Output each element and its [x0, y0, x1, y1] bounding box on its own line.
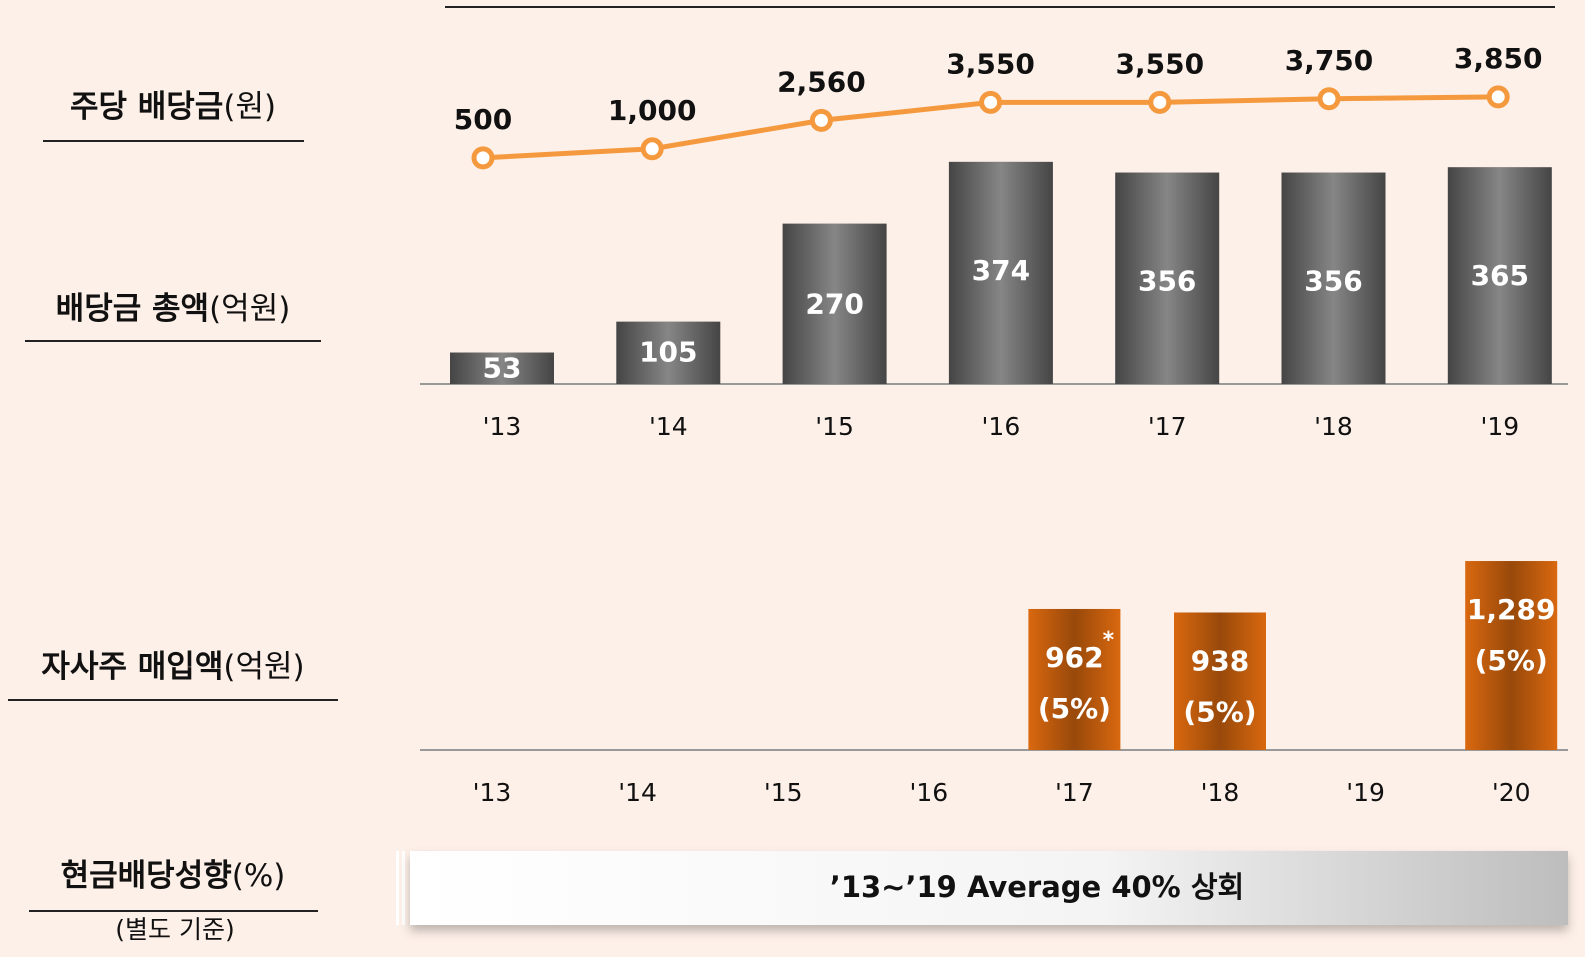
x-tick-label: '19: [1480, 412, 1519, 441]
value-label: 356: [1304, 265, 1362, 298]
value-label: 938: [1191, 644, 1249, 677]
point: [1317, 87, 1341, 111]
x-tick-label: '18: [1201, 778, 1240, 807]
value-label: 1,289: [1467, 593, 1556, 626]
marker: *: [1103, 628, 1115, 653]
x-tick-label: '19: [1346, 778, 1385, 807]
bar-shade: [1174, 612, 1266, 750]
value-label: 374: [972, 254, 1030, 287]
label: 자사주 매입액: [41, 649, 223, 685]
percent-label: (5%): [1475, 644, 1548, 677]
value-label: 962: [1045, 641, 1103, 674]
value-label: 356: [1138, 265, 1196, 298]
x-tick-label: '14: [618, 778, 657, 807]
value-label: 3,750: [1285, 44, 1374, 77]
banner: ’13~’19 Average 40% 상회: [396, 851, 1568, 925]
label: 현금배당성향: [61, 858, 232, 894]
value-label: 105: [639, 336, 697, 369]
bar-shade: [1115, 172, 1220, 384]
percent-label: (5%): [1038, 692, 1111, 725]
bar-shade: [616, 321, 721, 384]
x-tick-label: '15: [764, 778, 803, 807]
label: 배당금 총액: [56, 291, 209, 327]
x-tick-label: '13: [483, 412, 522, 441]
x-tick-label: '20: [1492, 778, 1531, 807]
stripe: [396, 851, 399, 925]
x-tick-label: '17: [1055, 778, 1094, 807]
value-label: 1,000: [608, 94, 697, 127]
value-label: 3,550: [946, 47, 1035, 80]
stripe: [402, 851, 405, 925]
banner-box: [410, 851, 1568, 925]
point: [979, 90, 1003, 114]
unit: (억원): [209, 291, 290, 327]
value-label: 3,850: [1454, 42, 1543, 75]
percent-label: (5%): [1183, 695, 1256, 728]
value-label: 500: [454, 103, 512, 136]
note: (별도 기준): [115, 915, 234, 944]
row-label: 배당금 총액(억원): [56, 291, 291, 327]
bar-shade: [450, 352, 554, 384]
point: [471, 146, 495, 170]
point: [1148, 90, 1172, 114]
row-label: 자사주 매입액(억원): [41, 649, 304, 685]
x-tick-label: '16: [982, 412, 1021, 441]
x-tick-label: '16: [909, 778, 948, 807]
bar-shade: [782, 223, 887, 384]
row-label: 현금배당성향(%): [61, 858, 286, 894]
x-tick-label: '13: [473, 778, 512, 807]
unit: (%): [232, 858, 286, 894]
value-label: 3,550: [1116, 47, 1205, 80]
point: [809, 108, 833, 132]
x-tick-label: '14: [649, 412, 688, 441]
unit: (억원): [223, 649, 304, 685]
point: [1486, 85, 1510, 109]
banner-text: ’13~’19 Average 40% 상회: [830, 870, 1244, 904]
bar-shade: [1465, 561, 1558, 750]
bar-shade: [1447, 167, 1552, 384]
unit: (원): [223, 89, 276, 125]
value-label: 365: [1471, 259, 1529, 292]
x-tick-label: '15: [815, 412, 854, 441]
value-label: 2,560: [777, 65, 866, 98]
value-label: 270: [805, 288, 863, 321]
x-tick-label: '18: [1314, 412, 1353, 441]
bar-shade: [1028, 608, 1121, 750]
label: 주당 배당금: [70, 89, 223, 125]
x-tick-label: '17: [1148, 412, 1187, 441]
bar-shade: [1281, 172, 1386, 384]
row-label: 주당 배당금(원): [70, 89, 276, 125]
bar-shade: [948, 161, 1053, 384]
value-label: 53: [483, 352, 522, 385]
point: [640, 137, 664, 161]
